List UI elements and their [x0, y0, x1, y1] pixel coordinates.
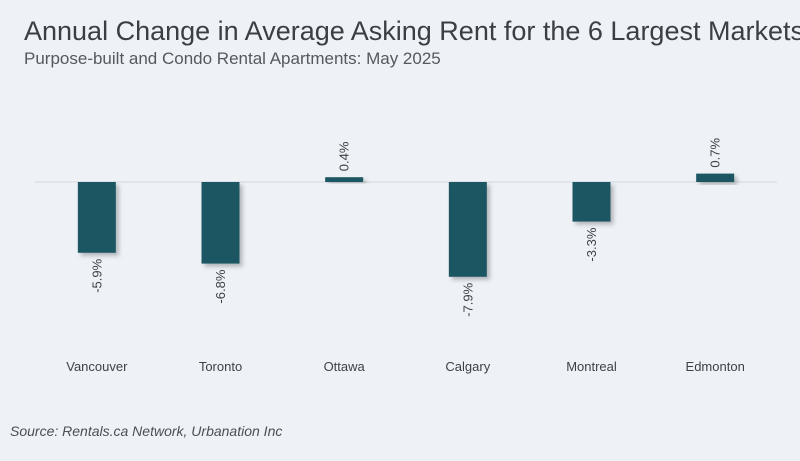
- data-label-ottawa: 0.4%: [337, 141, 352, 171]
- data-label-vancouver: -5.9%: [89, 258, 104, 292]
- bar-edmonton: [696, 173, 735, 182]
- chart-subtitle: Purpose-built and Condo Rental Apartment…: [24, 49, 441, 68]
- data-label-calgary: -7.9%: [460, 282, 475, 316]
- category-label-edmonton: Edmonton: [686, 359, 745, 374]
- data-label-montreal: -3.3%: [584, 227, 599, 261]
- source-note: Source: Rentals.ca Network, Urbanation I…: [10, 423, 283, 439]
- bar-montreal: [572, 182, 611, 222]
- category-label-vancouver: Vancouver: [66, 359, 128, 374]
- category-label-ottawa: Ottawa: [324, 359, 366, 374]
- category-label-toronto: Toronto: [199, 359, 242, 374]
- bar-calgary: [448, 182, 487, 277]
- category-label-calgary: Calgary: [445, 359, 490, 374]
- bar-ottawa: [325, 177, 364, 182]
- category-label-montreal: Montreal: [566, 359, 617, 374]
- bar-vancouver: [77, 182, 116, 253]
- bar-toronto: [201, 182, 240, 264]
- data-label-edmonton: 0.7%: [708, 138, 723, 168]
- data-label-toronto: -6.8%: [213, 269, 228, 303]
- chart-title: Annual Change in Average Asking Rent for…: [24, 16, 800, 46]
